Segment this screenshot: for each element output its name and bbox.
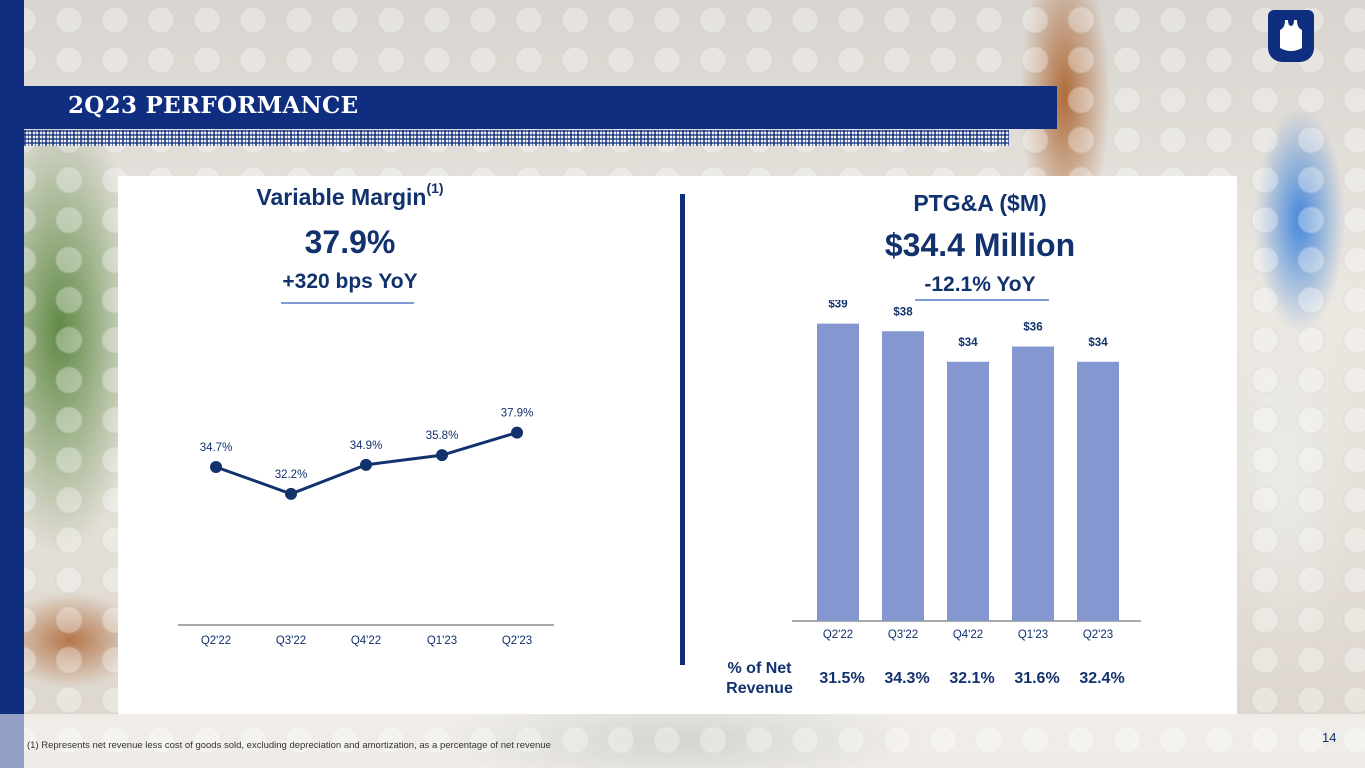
footnote-marker: (1) (426, 180, 444, 196)
footer-band (0, 714, 1365, 768)
line-point (436, 449, 448, 462)
x-tick-label: Q2'23 (502, 635, 532, 647)
data-label: $38 (893, 306, 913, 318)
pct-net-revenue-label: % of Net Revenue (712, 659, 807, 699)
bar (947, 361, 989, 621)
left-accent-bar (0, 0, 24, 768)
pct-net-revenue-value: 31.6% (1014, 670, 1060, 687)
data-label: $39 (828, 300, 847, 311)
ptga-title: PTG&A ($M) (913, 190, 1047, 216)
variable-margin-underline (281, 302, 414, 304)
variable-margin-change: +320 bps YoY (282, 270, 418, 293)
ptga-value: $34.4 Million (884, 227, 1076, 263)
x-tick-label: Q1'23 (427, 635, 457, 647)
section-divider (680, 194, 685, 665)
data-label: 32.2% (275, 469, 308, 481)
x-tick-label: Q3'22 (888, 629, 918, 641)
line-point (360, 458, 372, 471)
x-tick-label: Q2'22 (823, 629, 853, 641)
data-label: 37.9% (501, 408, 534, 420)
data-label: $34 (958, 337, 978, 349)
variable-margin-title: Variable Margin(1) (200, 180, 500, 211)
x-tick-label: Q3'22 (276, 635, 306, 647)
title-band (24, 86, 1057, 129)
bar (882, 331, 924, 621)
footnote: (1) Represents net revenue less cost of … (27, 740, 551, 751)
apron-logo (1268, 10, 1314, 62)
line-point (210, 460, 222, 473)
page-number: 14 (1322, 730, 1337, 745)
pct-net-revenue-label-line2: Revenue (726, 680, 793, 697)
line-point (511, 426, 523, 439)
data-label: $34 (1088, 337, 1108, 349)
decorative-stripe (24, 130, 1009, 146)
ptga-bar-chart: $39 $38 $34 $36 $34 Q2'22 Q3'22 Q4'22 Q1'23 Q2'2… (792, 300, 1141, 641)
pct-net-revenue-value: 32.1% (949, 670, 995, 687)
apron-icon (1280, 20, 1302, 51)
line-point (285, 487, 297, 500)
variable-margin-title-text: Variable Margin (256, 184, 427, 210)
data-label: 34.9% (350, 440, 383, 452)
x-tick-label: Q2'22 (201, 635, 231, 647)
x-tick-label: Q2'23 (1083, 629, 1113, 641)
pct-net-revenue-label-line1: % of Net (727, 660, 792, 677)
ptga-underline (915, 299, 1049, 301)
variable-margin-line-chart: 34.7% 32.2% 34.9% 35.8% 37.9% Q2'22 Q3'22 Q4'2… (178, 408, 554, 647)
bar (1077, 361, 1119, 621)
x-tick-label: Q1'23 (1018, 629, 1048, 641)
data-label: 34.7% (200, 442, 233, 454)
bar (817, 323, 859, 621)
data-label: 35.8% (426, 430, 459, 442)
bar (1012, 346, 1054, 621)
data-label: $36 (1023, 322, 1042, 334)
ptga-change: -12.1% YoY (924, 273, 1036, 296)
x-tick-label: Q4'22 (953, 629, 983, 641)
pct-net-revenue-value: 31.5% (819, 670, 865, 687)
variable-margin-value: 37.9% (304, 224, 396, 260)
pct-net-revenue-value: 34.3% (884, 670, 930, 687)
pct-net-revenue-value: 32.4% (1079, 670, 1125, 687)
x-tick-label: Q4'22 (351, 635, 381, 647)
page-title: 2Q23 PERFORMANCE (68, 92, 359, 119)
